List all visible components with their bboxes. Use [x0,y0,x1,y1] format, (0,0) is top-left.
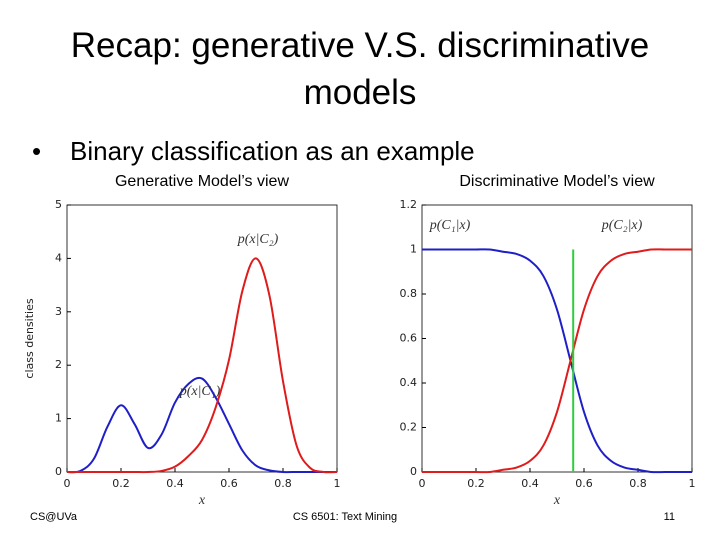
y-tick-label: 0 [410,465,417,478]
x-tick-label: 0 [419,477,426,490]
y-tick-label: 1 [410,243,417,256]
slide-title: models [304,73,417,112]
footer-center: CS 6501: Text Mining [293,511,397,523]
bullet-text: Binary classification as an example [70,136,475,166]
y-axis-label: class densities [23,298,36,378]
x-tick-label: 0.4 [166,477,184,490]
y-tick-label: 0.2 [400,421,418,434]
bullet-dot: • [32,136,41,166]
line-series [67,257,338,474]
x-axis-label: x [553,493,561,508]
series-annotation: p(C₂|x) [601,218,643,233]
y-tick-label: 3 [55,305,62,318]
x-axis-label: x [198,493,206,508]
y-tick-label: 5 [55,198,62,211]
y-tick-label: 1.2 [400,198,418,211]
chart-caption: Discriminative Model’s view [459,173,655,190]
x-tick-label: 0.6 [575,477,593,490]
y-tick-label: 2 [55,358,62,371]
x-tick-label: 0.4 [521,477,539,490]
x-tick-label: 1 [334,477,341,490]
y-tick-label: 0.8 [400,287,418,300]
y-tick-label: 0.6 [400,332,418,345]
plot-frame [66,204,338,473]
x-tick-label: 0.2 [112,477,130,490]
y-tick-label: 4 [55,251,62,264]
x-tick-label: 0.8 [629,477,647,490]
chart-caption: Generative Model’s view [115,173,289,190]
x-tick-label: 0.2 [467,477,485,490]
line-series [66,376,337,474]
x-tick-label: 0 [64,477,71,490]
x-tick-label: 0.6 [220,477,238,490]
y-tick-label: 0.4 [400,376,418,389]
y-tick-label: 0 [55,465,62,478]
footer-left: CS@UVa [30,511,78,523]
line-series [422,248,692,474]
footer-right: 11 [664,511,675,523]
x-tick-label: 1 [689,477,696,490]
slide-title: Recap: generative V.S. discriminative [71,26,649,65]
series-annotation: p(x|C₂) [237,232,279,247]
series-annotation: p(x|C₁) [179,384,221,399]
y-tick-label: 1 [55,412,62,425]
series-annotation: p(C₁|x) [429,218,471,233]
x-tick-label: 0.8 [274,477,292,490]
line-series [422,248,692,474]
plot-frame [421,204,693,473]
